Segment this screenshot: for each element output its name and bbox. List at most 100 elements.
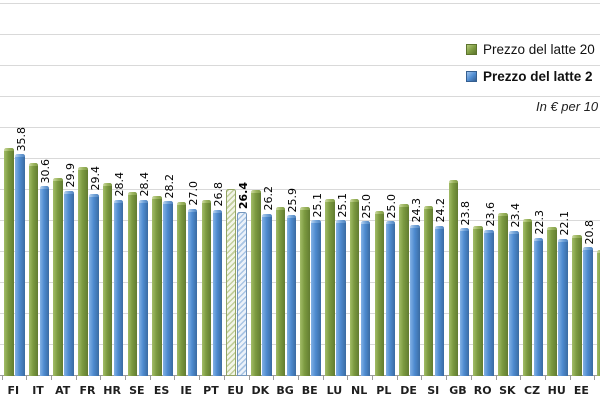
bar-blue-NL [360,221,371,376]
value-label-HR: 28.4 [113,172,127,197]
bar-green-FI [4,148,14,376]
axis-tick [273,376,275,380]
bar-green-IE [176,201,187,376]
category-label-BE: BE [301,384,318,397]
bar-blue-EE [583,247,593,376]
category-label-IE: IE [180,384,193,397]
bar-blue-DK [262,213,272,376]
axis-tick [26,376,28,380]
axis-tick [199,376,201,380]
axis-tick [75,376,77,380]
axis-tick [446,376,448,380]
bar-green-RO [473,225,483,376]
value-label-RO: 23.6 [483,202,497,227]
unit-note: In € per 10 [536,99,599,114]
axis-tick [372,376,373,380]
category-label-SI: SI [427,384,440,397]
category-label-BG: BG [276,384,294,397]
bar-green-NL [349,199,360,376]
legend-item-previous-year: Prezzo del latte 20 [466,42,595,57]
value-label-ES: 28.2 [162,173,176,199]
category-label-HU: HU [547,384,566,397]
value-label-GB: 23.8 [459,200,473,226]
bar-blue-DE [410,225,420,376]
gridline [0,282,600,283]
bar-blue-RO [484,229,494,376]
axis-tick [594,376,596,380]
value-label-PL: 25.0 [385,193,398,219]
bar-green-ES [152,195,162,376]
axis-tick [297,376,299,380]
bar-blue-HU [558,238,568,376]
axis-tick [50,376,52,380]
legend-swatch-green [466,44,477,55]
bar-blue-FR [89,193,99,376]
axis-tick [495,376,497,380]
bar-green-SK [498,212,508,376]
value-label-FI: 35.8 [14,126,28,152]
axis-tick [223,376,225,380]
value-label-FR: 29.4 [88,166,102,191]
category-label-ES: ES [153,384,170,397]
category-label-SK: SK [499,384,516,397]
gridline [0,220,600,221]
value-label-EE: 20.8 [582,219,596,245]
axis-tick [470,376,472,380]
value-label-BE: 25.1 [310,192,324,218]
bar-blue-HR [113,199,124,376]
bar-green-PT [201,199,212,376]
value-label-SI: 24.2 [434,198,448,223]
gridline [0,65,600,66]
value-label-CZ: 22.3 [533,210,547,235]
legend-label-green: Prezzo del latte 20 [483,42,595,57]
bar-green-FR [78,167,88,376]
gridline [0,96,600,97]
x-axis-line [0,375,600,376]
category-label-AT: AT [55,384,71,397]
category-label-DE: DE [400,384,417,397]
value-label-AT: 29.9 [63,163,77,188]
category-label-HR: HR [103,384,121,397]
value-label-DE: 24.3 [409,197,423,223]
bar-green-DK [251,190,261,376]
category-label-SE: SE [129,384,145,397]
category-label-IT: IT [32,384,44,397]
value-label-HU: 22.1 [557,211,571,236]
gridline [0,313,600,314]
legend-swatch-blue [466,71,477,82]
category-label-RO: RO [473,384,492,397]
category-label-PT: PT [203,384,219,397]
bar-green-CZ [522,219,533,376]
bar-blue-LU [336,220,346,376]
bar-blue-SI [434,225,445,376]
axis-tick [544,376,546,380]
value-label-DK: 26.2 [261,186,275,211]
gridline [0,34,600,35]
axis-tick [174,376,176,380]
bar-green-SE [127,191,137,376]
value-label-NL: 25.0 [360,193,374,219]
category-label-DK: DK [251,384,270,397]
bar-blue-AT [64,190,74,376]
category-label-LU: LU [326,384,343,397]
value-label-SK: 23.4 [508,203,522,228]
legend-item-current-year: Prezzo del latte 2 [466,69,593,84]
bar-green-BG [275,206,286,376]
bar-green-EU [226,188,236,376]
category-label-CZ: CZ [524,384,541,397]
value-label-EU: 26.4 [236,182,250,210]
axis-tick [347,376,349,380]
category-label-EU: EU [227,384,244,397]
category-label-EE: EE [573,384,589,397]
bar-green-PL [374,211,384,376]
axis-tick [100,376,102,380]
axis-tick [248,376,250,380]
axis-tick [396,376,398,380]
axis-tick [1,376,3,380]
bar-green-BE [300,207,310,376]
value-label-SE: 28.4 [138,172,151,197]
axis-tick [322,376,324,380]
bar-blue-EU [237,212,247,376]
bar-blue-GB [459,228,470,376]
